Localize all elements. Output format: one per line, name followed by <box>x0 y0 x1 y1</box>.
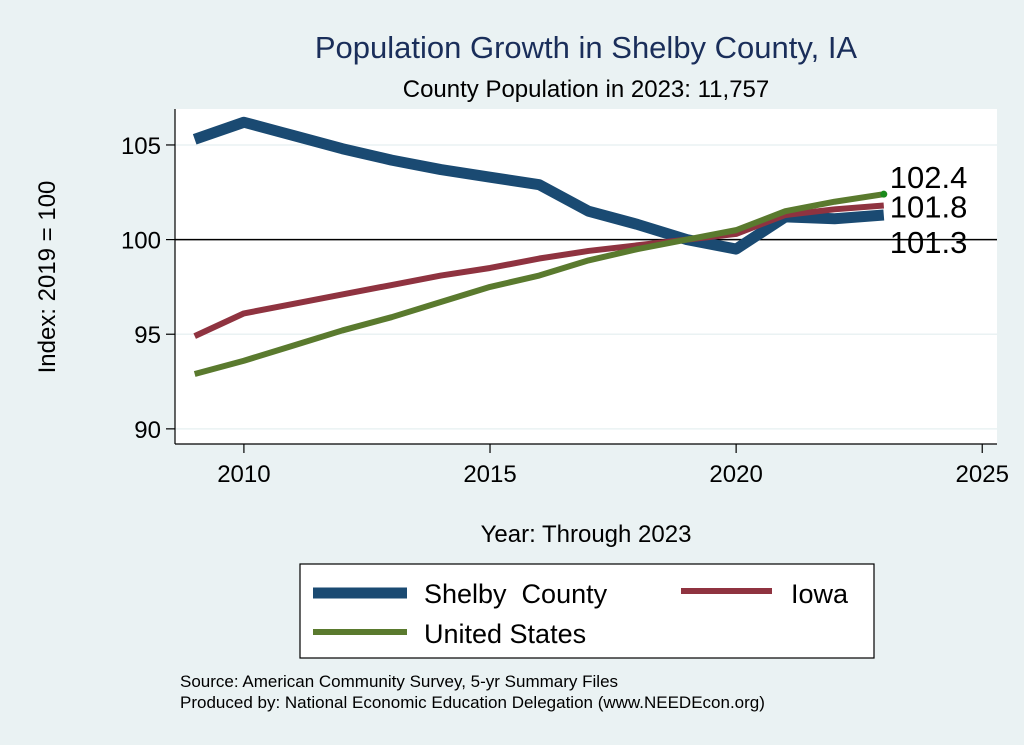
legend-box <box>299 563 875 659</box>
producer-note: Produced by: National Economic Education… <box>180 693 765 712</box>
chart-subtitle: County Population in 2023: 11,757 <box>403 76 770 103</box>
x-tick-label: 2025 <box>956 461 1009 488</box>
y-tick-label: 105 <box>121 133 161 160</box>
y-tick-label: 95 <box>134 322 161 349</box>
legend-label-united-states: United States <box>424 619 586 649</box>
series-line-shelby-county <box>192 116 885 255</box>
end-point-marker <box>880 190 888 198</box>
legend: Shelby County Iowa United States <box>299 563 875 659</box>
legend-label-iowa: Iowa <box>791 579 849 609</box>
end-value-label: 102.4 <box>890 160 968 195</box>
end-value-label: 101.3 <box>890 225 968 260</box>
legend-label-shelby: Shelby County <box>424 579 608 609</box>
source-note: Source: American Community Survey, 5-yr … <box>180 672 618 691</box>
y-tick-label: 100 <box>121 228 161 255</box>
series-line-iowa <box>193 202 885 339</box>
chart-title: Population Growth in Shelby County, IA <box>315 30 858 65</box>
x-axis-label: Year: Through 2023 <box>481 521 692 548</box>
x-tick-label: 2015 <box>463 461 516 488</box>
x-tick-label: 2010 <box>217 461 270 488</box>
series-line-united-states <box>193 191 885 377</box>
end-value-label: 101.8 <box>890 190 968 225</box>
y-axis-label: Index: 2019 = 100 <box>34 181 61 374</box>
y-tick-label: 90 <box>134 417 161 444</box>
plot-area <box>175 109 997 444</box>
x-tick-label: 2020 <box>709 461 762 488</box>
